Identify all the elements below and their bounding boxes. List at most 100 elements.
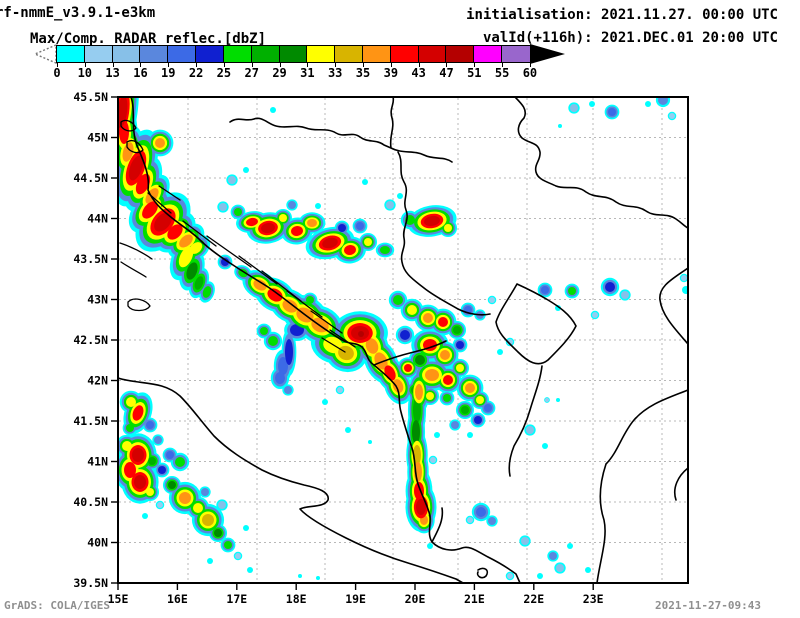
colorbar-segment [112,46,141,62]
colorbar-tick [363,63,365,67]
lat-axis-label: 45.5N [73,90,108,104]
lat-axis-label: 42N [87,374,108,388]
lat-axis-label: 40.5N [73,495,108,509]
colorbar-right-arrow-icon [530,44,565,64]
colorbar-tick [84,63,86,67]
border-greece [431,507,489,579]
colorbar-segment [140,46,169,62]
plot-timestamp: 2021-11-27-09:43 [655,599,761,612]
colorbar-tick [279,63,281,67]
colorbar-segment [446,46,475,62]
colorbar-tick [223,63,225,67]
valid-time-label: valId(+116h): 2021.DEC.01 20:00 UTC [482,30,778,46]
colorbar-tick-label: 25 [216,66,232,80]
colorbar-tick-label: 10 [77,66,93,80]
colorbar-segment [418,46,447,62]
colorbar-tick-label: 55 [494,66,510,80]
colorbar-tick [474,63,476,67]
colorbar [56,45,531,63]
lat-axis-label: 45N [87,131,108,145]
colorbar-tick-label: 16 [133,66,148,80]
lon-axis-label: 17E [226,592,247,606]
lon-axis-label: 15E [108,592,129,606]
colorbar-segment [84,46,113,62]
colorbar-tick-label: 29 [272,66,287,80]
colorbar-segment [279,46,308,62]
lat-axis-label: 43N [87,293,108,307]
colorbar-tick-label: 33 [327,66,343,80]
colorbar-tick-label: 47 [439,66,454,80]
lon-axis-label: 16E [167,592,188,606]
colorbar-segment [307,46,336,62]
border-east [596,267,688,583]
colorbar-tick-label: 60 [522,66,538,80]
lat-axis-label: 42.5N [73,333,108,347]
coastline-italy [118,377,464,583]
colorbar-segment [223,46,252,62]
lat-axis-label: 41.5N [73,414,108,428]
border-montenegro-albania [373,340,447,366]
radar-cells [118,97,688,581]
colorbar-tick [196,63,198,67]
axis-ticks [111,96,594,590]
axis-labels: 45.5N 45N 44.5N 44N 43.5N 43N 42.5N 42N 41.5N 41N… [73,90,603,606]
product-title: Max/Comp. RADAR reflec.[dbZ] [30,31,267,47]
model-version-label: rf-nmmE_v3.9.1-e3km [0,5,156,21]
lat-axis-label: 39.5N [73,576,108,590]
colorbar-tick [418,63,420,67]
border-drina [397,151,491,316]
country-borders [118,97,688,583]
map-frame [117,96,689,584]
colorbar-tick [529,63,531,67]
border-danube [514,97,688,229]
colorbar-segment [335,46,363,62]
lat-axis-label: 41N [87,455,108,469]
colorbar-tick [112,63,114,67]
colorbar-tick [57,63,58,67]
colorbar-segment [390,46,419,62]
colorbar-left-arrow-icon [33,44,57,64]
colorbar-segment [502,46,530,62]
lon-axis-label: 20E [405,592,426,606]
lon-axis-label: 22E [523,592,544,606]
colorbar-tick-label: 27 [244,66,259,80]
colorbar-segment [474,46,503,62]
islands [119,119,356,353]
colorbar-tick-label: 31 [300,66,315,80]
colorbar-segment [168,46,197,62]
colorbar-tick-label: 51 [467,66,482,80]
colorbar-tick [140,63,142,67]
colorbar-tick-label: 19 [161,66,176,80]
grads-credit: GrADS: COLA/IGES [4,599,110,612]
lat-axis-label: 44N [87,212,108,226]
colorbar-tick-label: 22 [188,66,204,80]
colorbar-segment [251,46,280,62]
colorbar-tick-label: 13 [105,66,120,80]
lon-axis-label: 19E [345,592,366,606]
init-time-label: initialisation: 2021.11.27. 00:00 UTC [466,7,778,23]
colorbar-tick-label: 43 [411,66,426,80]
lat-axis-label: 44.5N [73,171,108,185]
colorbar-segment [57,46,85,62]
colorbar-tick-label: 0 [53,66,61,80]
colorbar-tick-label: 35 [355,66,371,80]
lon-axis-label: 23E [583,592,604,606]
colorbar-tick [251,63,253,67]
lat-axis-label: 40N [87,536,108,550]
border-kosovo [495,283,577,477]
colorbar-segment [363,46,391,62]
lon-axis-label: 21E [464,592,485,606]
lon-axis-label: 18E [286,592,307,606]
colorbar-tick [335,63,337,67]
colorbar-tick [168,63,170,67]
lat-axis-label: 43.5N [73,252,108,266]
colorbar-tick [446,63,448,67]
colorbar-tick [307,63,309,67]
border-sava [229,97,453,163]
colorbar-tick-label: 39 [383,66,399,80]
colorbar-tick [390,63,392,67]
colorbar-segment [196,46,224,62]
colorbar-tick [502,63,504,67]
